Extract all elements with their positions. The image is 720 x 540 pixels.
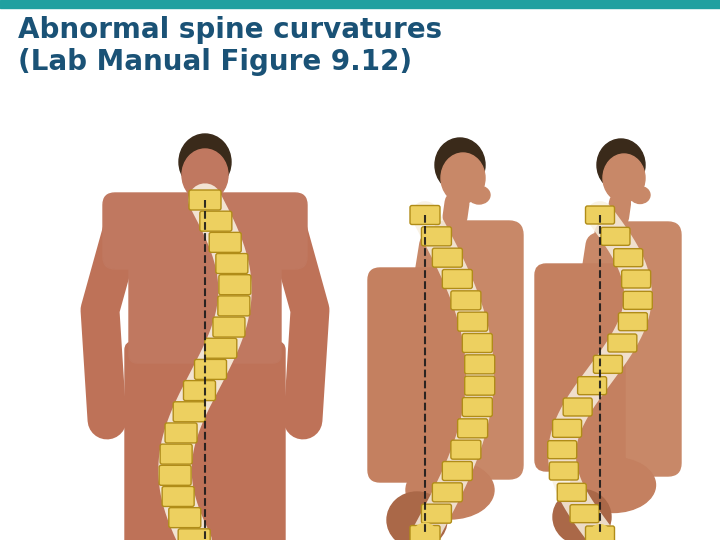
Bar (0, 0, 720, 8)
FancyBboxPatch shape (535, 264, 625, 471)
Ellipse shape (630, 186, 650, 204)
FancyBboxPatch shape (410, 206, 440, 225)
FancyBboxPatch shape (613, 248, 643, 267)
FancyBboxPatch shape (464, 376, 495, 395)
FancyBboxPatch shape (570, 505, 599, 523)
FancyBboxPatch shape (464, 355, 495, 374)
FancyBboxPatch shape (433, 483, 462, 502)
FancyBboxPatch shape (563, 398, 592, 416)
FancyBboxPatch shape (585, 526, 614, 540)
FancyBboxPatch shape (174, 402, 205, 422)
FancyBboxPatch shape (462, 397, 492, 416)
FancyBboxPatch shape (168, 508, 201, 528)
FancyBboxPatch shape (200, 211, 232, 231)
FancyBboxPatch shape (451, 440, 481, 459)
FancyBboxPatch shape (549, 462, 578, 480)
FancyBboxPatch shape (601, 227, 630, 245)
FancyBboxPatch shape (189, 190, 221, 210)
Ellipse shape (406, 461, 494, 519)
FancyBboxPatch shape (178, 529, 210, 540)
FancyBboxPatch shape (210, 232, 241, 252)
FancyBboxPatch shape (194, 360, 227, 380)
Ellipse shape (435, 138, 485, 192)
Ellipse shape (179, 134, 231, 190)
Ellipse shape (570, 457, 655, 512)
FancyBboxPatch shape (410, 525, 440, 540)
Ellipse shape (603, 154, 645, 202)
Ellipse shape (597, 139, 645, 191)
FancyBboxPatch shape (184, 381, 215, 401)
FancyBboxPatch shape (548, 441, 577, 458)
FancyBboxPatch shape (552, 420, 582, 437)
FancyBboxPatch shape (125, 342, 285, 540)
FancyBboxPatch shape (165, 423, 197, 443)
FancyBboxPatch shape (103, 193, 307, 269)
FancyBboxPatch shape (213, 317, 245, 337)
FancyBboxPatch shape (462, 334, 492, 353)
FancyBboxPatch shape (618, 313, 647, 330)
FancyBboxPatch shape (458, 419, 487, 438)
FancyBboxPatch shape (608, 334, 636, 352)
FancyBboxPatch shape (204, 338, 237, 358)
FancyBboxPatch shape (160, 444, 192, 464)
FancyBboxPatch shape (433, 221, 523, 479)
Ellipse shape (182, 149, 228, 201)
FancyBboxPatch shape (458, 312, 487, 331)
Ellipse shape (441, 153, 485, 203)
FancyBboxPatch shape (159, 465, 191, 485)
FancyBboxPatch shape (433, 248, 462, 267)
FancyBboxPatch shape (442, 269, 472, 288)
FancyBboxPatch shape (593, 355, 622, 373)
FancyBboxPatch shape (216, 253, 248, 274)
FancyBboxPatch shape (421, 504, 451, 523)
FancyBboxPatch shape (585, 206, 614, 224)
Ellipse shape (553, 489, 611, 540)
Ellipse shape (127, 539, 282, 540)
Ellipse shape (468, 186, 490, 204)
FancyBboxPatch shape (577, 377, 606, 395)
FancyBboxPatch shape (368, 268, 464, 482)
FancyBboxPatch shape (595, 222, 681, 476)
FancyBboxPatch shape (442, 462, 472, 481)
Text: Abnormal spine curvatures
(Lab Manual Figure 9.12): Abnormal spine curvatures (Lab Manual Fi… (18, 16, 442, 76)
FancyBboxPatch shape (129, 227, 281, 363)
FancyBboxPatch shape (162, 487, 194, 507)
FancyBboxPatch shape (218, 296, 250, 316)
FancyBboxPatch shape (557, 483, 586, 501)
FancyBboxPatch shape (621, 270, 651, 288)
FancyBboxPatch shape (219, 275, 251, 295)
FancyBboxPatch shape (624, 292, 652, 309)
FancyBboxPatch shape (421, 227, 451, 246)
Ellipse shape (387, 492, 447, 540)
FancyBboxPatch shape (451, 291, 481, 310)
